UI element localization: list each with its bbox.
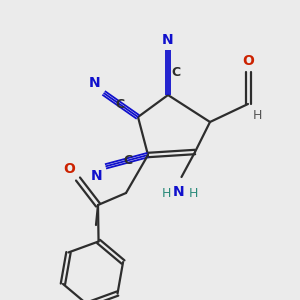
Text: N: N (162, 33, 174, 47)
Text: C: C (123, 154, 133, 166)
Text: C: C (116, 98, 124, 112)
Text: N: N (91, 169, 103, 183)
Text: O: O (242, 54, 254, 68)
Text: N: N (173, 185, 184, 199)
Text: N: N (89, 76, 100, 90)
Text: O: O (63, 162, 75, 176)
Text: H: H (162, 187, 172, 200)
Text: H: H (253, 109, 262, 122)
Text: H: H (188, 187, 198, 200)
Text: C: C (171, 67, 180, 80)
